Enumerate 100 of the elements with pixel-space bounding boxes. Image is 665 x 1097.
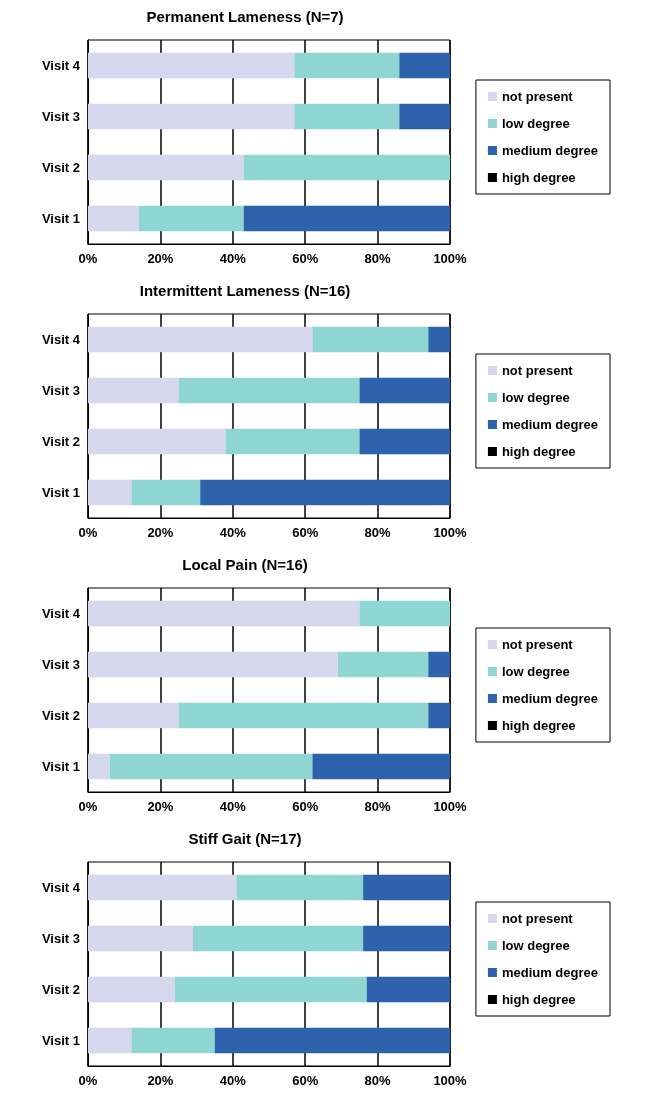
bar	[88, 205, 139, 232]
bar	[359, 428, 450, 455]
y-tick-label: Visit 4	[41, 606, 81, 621]
x-tick-label: 60%	[292, 525, 319, 540]
x-tick-label: 80%	[364, 1073, 392, 1088]
bar	[236, 874, 364, 901]
x-tick-label: 60%	[292, 251, 319, 266]
x-tick-label: 40%	[219, 251, 247, 266]
bar	[294, 52, 400, 79]
bar	[225, 428, 360, 455]
y-tick-label: Visit 1	[41, 211, 80, 226]
legend-label: low degree	[501, 116, 570, 131]
bar	[294, 103, 400, 130]
bar	[88, 976, 175, 1003]
legend-label: not present	[501, 911, 574, 926]
bar	[88, 52, 295, 79]
bar	[174, 976, 367, 1003]
legend-label: low degree	[501, 664, 570, 679]
bar	[312, 326, 429, 353]
y-tick-label: Visit 3	[41, 657, 80, 672]
bar	[88, 428, 226, 455]
chart-title: Local Pain (N=16)	[182, 556, 308, 573]
y-tick-label: Visit 2	[41, 982, 80, 997]
bar	[88, 1027, 132, 1054]
bar	[214, 1027, 450, 1054]
y-tick-label: Visit 2	[41, 434, 80, 449]
bar	[363, 925, 450, 952]
bar	[428, 651, 450, 678]
x-tick-label: 20%	[147, 251, 174, 266]
x-tick-label: 40%	[219, 1073, 247, 1088]
x-tick-label: 40%	[219, 799, 247, 814]
bar	[192, 925, 364, 952]
bar	[88, 925, 193, 952]
bar	[337, 651, 429, 678]
legend-label: high degree	[501, 170, 576, 185]
chart-title: Permanent Lameness (N=7)	[146, 8, 344, 25]
x-tick-label: 0%	[78, 251, 98, 266]
legend-label: low degree	[501, 390, 570, 405]
bar	[399, 103, 450, 130]
bar	[109, 753, 313, 780]
bar	[88, 600, 360, 627]
bar	[88, 154, 244, 181]
y-tick-label: Visit 4	[41, 58, 81, 73]
bar	[88, 702, 179, 729]
bar	[88, 326, 313, 353]
x-tick-label: 100%	[433, 251, 468, 266]
bar	[359, 600, 450, 627]
bar	[363, 874, 450, 901]
bar	[366, 976, 450, 1003]
bar	[138, 205, 244, 232]
y-tick-label: Visit 3	[41, 109, 80, 124]
legend-label: medium degree	[501, 417, 599, 432]
x-tick-label: 100%	[433, 1073, 468, 1088]
legend-label: high degree	[501, 992, 576, 1007]
x-tick-label: 0%	[78, 525, 98, 540]
legend-label: medium degree	[501, 691, 599, 706]
x-tick-label: 80%	[364, 525, 392, 540]
y-tick-label: Visit 2	[41, 708, 80, 723]
legend-label: not present	[501, 363, 574, 378]
x-tick-label: 20%	[147, 525, 174, 540]
y-tick-label: Visit 3	[41, 931, 80, 946]
x-tick-label: 60%	[292, 799, 319, 814]
bar	[399, 52, 450, 79]
x-tick-label: 20%	[147, 799, 174, 814]
bar	[178, 377, 360, 404]
x-tick-label: 100%	[433, 525, 468, 540]
x-tick-label: 0%	[78, 799, 98, 814]
x-tick-label: 80%	[364, 251, 392, 266]
x-tick-label: 40%	[219, 525, 247, 540]
legend-label: high degree	[501, 718, 576, 733]
y-tick-label: Visit 1	[41, 1033, 80, 1048]
bar	[88, 479, 132, 506]
bar	[243, 205, 450, 232]
bar	[243, 154, 450, 181]
bar	[312, 753, 450, 780]
y-tick-label: Visit 3	[41, 383, 80, 398]
bar	[88, 651, 338, 678]
legend-label: high degree	[501, 444, 576, 459]
y-tick-label: Visit 4	[41, 880, 81, 895]
x-tick-label: 80%	[364, 799, 392, 814]
x-tick-label: 100%	[433, 799, 468, 814]
bar	[428, 702, 450, 729]
legend-label: medium degree	[501, 143, 599, 158]
bar	[428, 326, 450, 353]
bar	[131, 1027, 215, 1054]
bar	[88, 753, 110, 780]
x-tick-label: 0%	[78, 1073, 98, 1088]
y-tick-label: Visit 2	[41, 160, 80, 175]
chart-title: Stiff Gait (N=17)	[188, 830, 302, 847]
bar	[88, 874, 237, 901]
legend-label: medium degree	[501, 965, 599, 980]
x-tick-label: 20%	[147, 1073, 174, 1088]
legend-label: not present	[501, 637, 574, 652]
chart-title: Intermittent Lameness (N=16)	[139, 282, 351, 299]
legend-label: low degree	[501, 938, 570, 953]
bar	[178, 702, 429, 729]
y-tick-label: Visit 1	[41, 759, 80, 774]
y-tick-label: Visit 4	[41, 332, 81, 347]
x-tick-label: 60%	[292, 1073, 319, 1088]
bar	[359, 377, 450, 404]
